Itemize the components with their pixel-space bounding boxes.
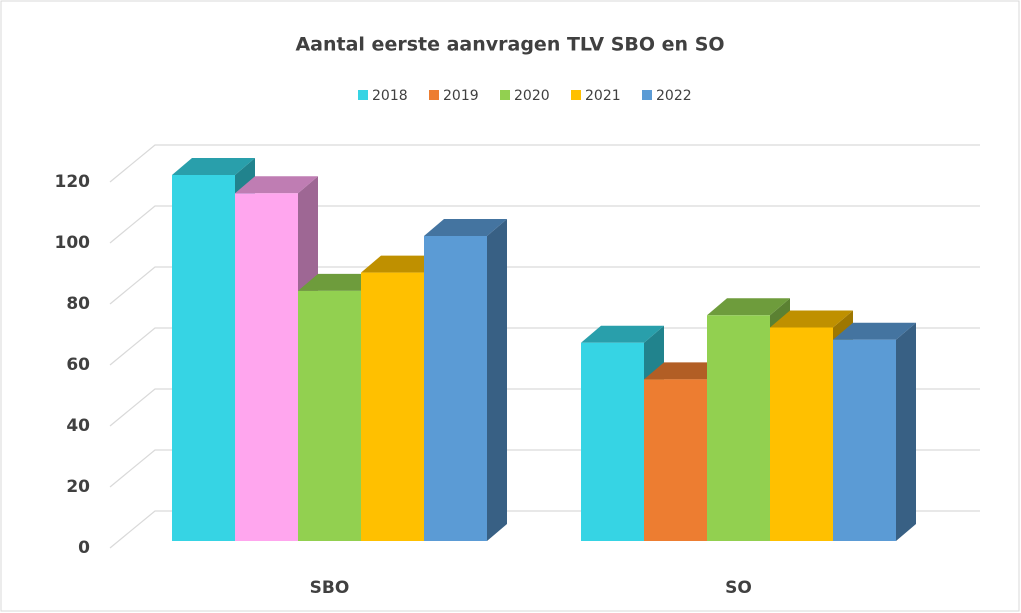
bar-front — [172, 175, 235, 541]
legend-swatch — [500, 90, 510, 100]
y-tick-label: 80 — [66, 294, 90, 314]
grid-line — [109, 266, 980, 305]
y-tick-label: 60 — [66, 355, 90, 375]
bar-top — [644, 362, 727, 380]
legend-label: 2019 — [443, 88, 479, 104]
bar-top — [172, 158, 255, 175]
x-tick-label: SO — [725, 578, 752, 598]
chart-title: Aantal eerste aanvragen TLV SBO en SO — [295, 34, 724, 56]
bar-front — [424, 236, 487, 541]
bar-front — [833, 339, 896, 541]
x-tick-label: SBO — [310, 578, 350, 598]
bar-front — [707, 315, 770, 541]
y-tick-label: 20 — [66, 477, 90, 497]
legend-label: 2020 — [514, 88, 550, 104]
bar-side — [896, 322, 916, 541]
bar-top — [361, 255, 444, 273]
bar-top — [707, 298, 790, 316]
bar-top — [424, 219, 507, 236]
legend-label: 2021 — [585, 88, 621, 104]
legend-swatch — [571, 90, 581, 100]
grid-line — [109, 205, 980, 244]
y-tick-label: 120 — [55, 172, 91, 192]
bar — [424, 219, 507, 541]
y-tick-label: 100 — [55, 233, 91, 253]
bar-front — [770, 327, 833, 541]
legend-label: 2022 — [656, 88, 692, 104]
bar-front — [644, 379, 707, 541]
legend-swatch — [642, 90, 652, 100]
bar-top — [581, 325, 664, 343]
grid-line — [109, 144, 980, 183]
bar-side — [487, 219, 507, 541]
bar-front — [298, 290, 361, 541]
y-tick-label: 40 — [66, 416, 90, 436]
y-tick-label: 0 — [78, 538, 90, 558]
bar-top — [298, 273, 381, 291]
legend-swatch — [358, 90, 368, 100]
bar-front — [581, 342, 644, 541]
bar-top — [833, 322, 916, 340]
bar-front — [361, 272, 424, 541]
legend-swatch — [429, 90, 439, 100]
bar-top — [770, 310, 853, 328]
grid-line — [109, 327, 980, 366]
legend-label: 2018 — [372, 88, 408, 104]
bar-top — [235, 176, 318, 194]
bar — [833, 322, 916, 541]
bar-front — [235, 193, 298, 542]
